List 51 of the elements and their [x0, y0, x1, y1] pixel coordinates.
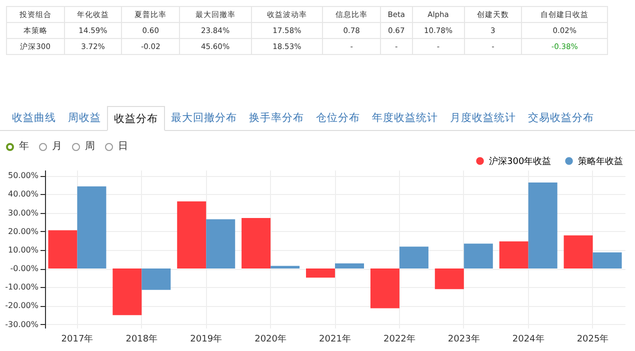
- bar: [112, 268, 142, 316]
- text: 收益分布: [107, 106, 165, 131]
- text: 最大回撤分布: [170, 111, 238, 126]
- x-tick-label: 2025年: [576, 334, 609, 344]
- text: 换手率分布: [248, 111, 305, 126]
- y-tick-label: -0.00%: [10, 264, 39, 274]
- x-tick-label: 2019年: [190, 334, 222, 344]
- bar: [592, 252, 622, 269]
- bar: [306, 268, 335, 278]
- y-tick-label: 40.00%: [8, 190, 39, 199]
- text: 日: [118, 141, 128, 153]
- bar: [370, 268, 400, 308]
- bar: [48, 230, 78, 269]
- x-tick-label: 2022年: [383, 334, 416, 344]
- x-tick-label: 2020年: [254, 334, 287, 344]
- bar: [77, 186, 106, 269]
- bar: [434, 268, 464, 290]
- bar: [499, 241, 528, 269]
- y-tick-label: 10.00%: [8, 245, 39, 254]
- x-tick-label: 2017年: [61, 334, 94, 344]
- text: 周: [85, 141, 95, 153]
- text: 周收益: [67, 111, 102, 126]
- x-tick-label: 2023年: [448, 334, 480, 344]
- legend-label: 沪深300年收益: [489, 156, 552, 167]
- text: 年度收益统计: [371, 111, 439, 126]
- bar: [528, 182, 558, 269]
- y-tick-label: -10.00%: [5, 282, 39, 292]
- y-tick-label: -30.00%: [5, 320, 39, 329]
- bar: [399, 246, 428, 269]
- bar: [177, 201, 206, 269]
- y-tick-label: 50.00%: [8, 171, 39, 180]
- x-tick-label: 2021年: [319, 334, 351, 344]
- bar: [242, 218, 271, 269]
- y-tick-label: 20.00%: [8, 226, 39, 236]
- x-tick-label: 2024年: [512, 334, 544, 344]
- bar: [335, 263, 364, 269]
- text: 月: [52, 141, 62, 153]
- text: 仓位分布: [315, 111, 361, 126]
- bar: [564, 235, 593, 269]
- text: 年: [19, 141, 29, 153]
- y-tick-label: -20.00%: [5, 301, 39, 310]
- bar: [206, 219, 236, 269]
- y-tick-label: 30.00%: [8, 208, 39, 218]
- text: 月度收益统计: [449, 111, 517, 126]
- x-tick-label: 2018年: [126, 334, 158, 344]
- bar: [142, 268, 171, 290]
- legend-label: 策略年收益: [578, 156, 623, 167]
- text: 收益曲线: [11, 111, 57, 126]
- bar: [270, 266, 300, 269]
- bar: [464, 244, 493, 269]
- text: 交易收益分布: [527, 111, 595, 126]
